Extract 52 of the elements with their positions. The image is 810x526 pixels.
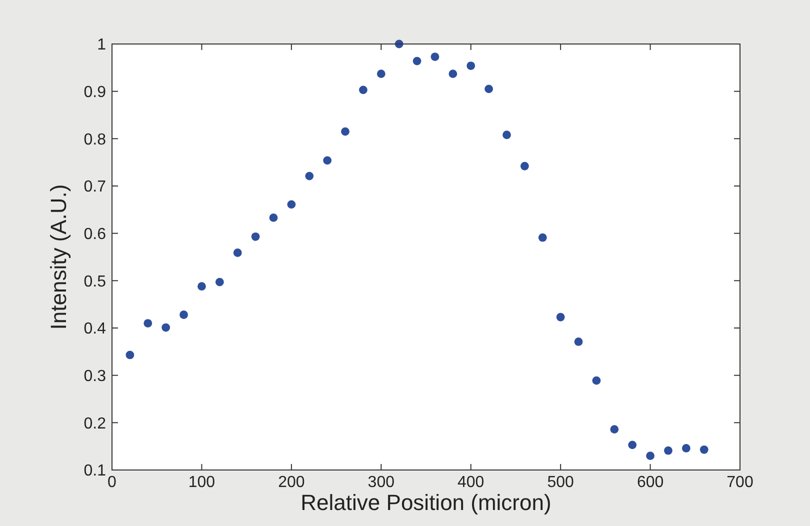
- point: [646, 452, 654, 460]
- x-tick-label: 700: [726, 474, 754, 491]
- point: [144, 319, 152, 328]
- y-tick-label: 0.9: [84, 84, 106, 101]
- x-tick-label: 0: [108, 474, 117, 491]
- point: [287, 200, 296, 209]
- x-tick-label: 100: [188, 474, 216, 491]
- x-tick-label: 400: [458, 474, 484, 491]
- point: [269, 214, 278, 222]
- point: [359, 86, 368, 94]
- x-axis-title: Relative Position (micron): [300, 490, 552, 515]
- point: [198, 282, 206, 291]
- y-tick-label: 0.3: [84, 368, 106, 385]
- point: [126, 350, 134, 360]
- point: [592, 376, 601, 385]
- x-tick-label: 500: [547, 474, 574, 491]
- point: [502, 130, 511, 140]
- point: [323, 156, 332, 165]
- point: [466, 62, 476, 70]
- point: [376, 70, 386, 78]
- point: [215, 278, 224, 286]
- point: [628, 440, 637, 450]
- point: [341, 127, 350, 136]
- point: [556, 312, 565, 322]
- point: [251, 232, 260, 241]
- y-tick-label: 0.4: [84, 320, 106, 338]
- x-tick-label: 300: [368, 474, 395, 491]
- point: [430, 52, 440, 61]
- x-tick-label: 600: [636, 474, 664, 491]
- y-axis-title: Intensity (A.U.): [46, 184, 71, 330]
- y-tick-label: 0.2: [84, 415, 106, 432]
- y-tick-label: 0.7: [84, 178, 106, 196]
- point: [574, 338, 583, 346]
- x-tick-label: 200: [278, 474, 305, 491]
- point: [538, 233, 547, 242]
- point: [520, 162, 529, 170]
- point: [233, 248, 242, 257]
- y-tick-label: 0.6: [84, 226, 106, 243]
- point: [162, 323, 170, 332]
- y-tick-label: 0.8: [84, 131, 106, 148]
- point: [448, 70, 458, 78]
- y-tick-label: 1: [97, 36, 106, 54]
- point: [484, 84, 493, 94]
- y-tick-label: 0.1: [84, 462, 106, 480]
- point: [305, 172, 314, 180]
- point: [412, 56, 422, 66]
- point: [700, 445, 708, 454]
- y-tick-label: 0.5: [84, 273, 106, 290]
- point: [664, 446, 672, 455]
- point: [610, 425, 619, 434]
- point: [180, 310, 188, 319]
- point: [682, 444, 690, 452]
